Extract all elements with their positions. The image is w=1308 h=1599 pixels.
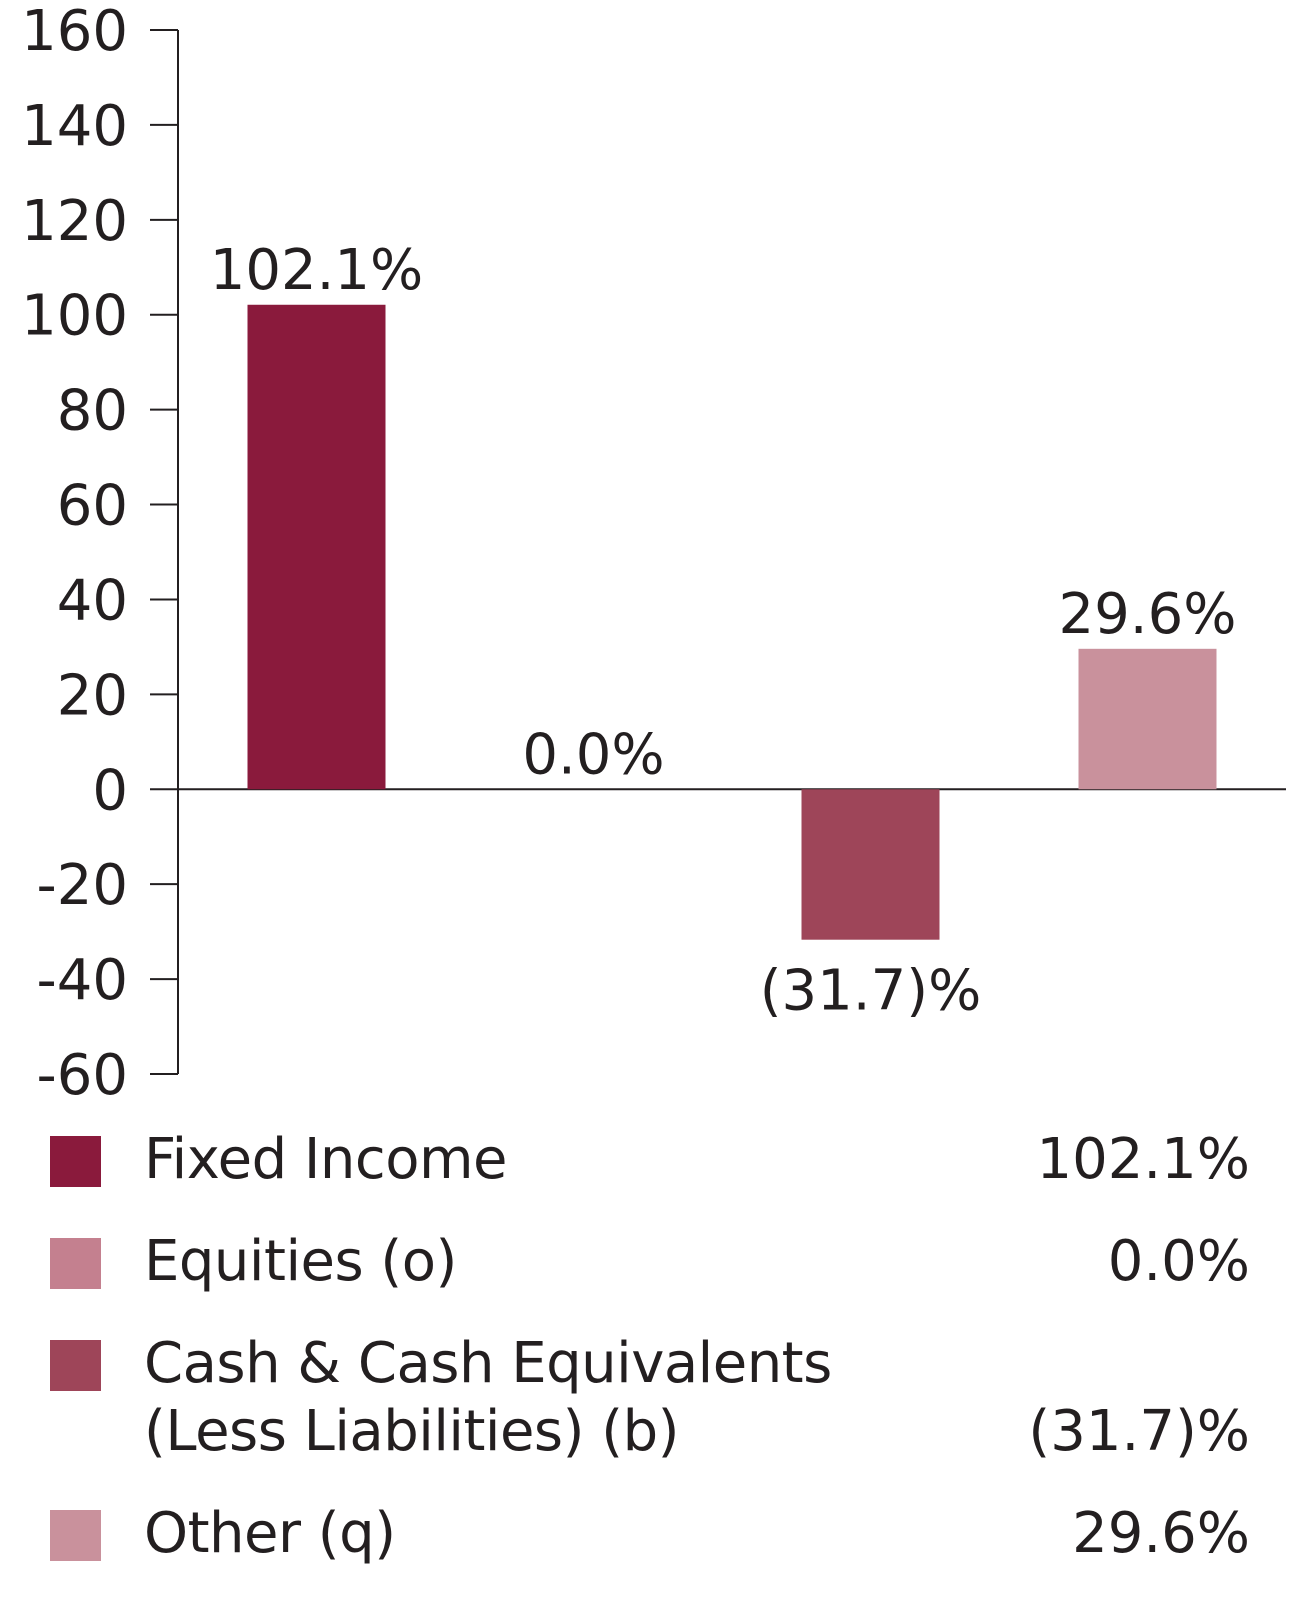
bar-chart: 160 140 120 100 80 60 40 20 0 -20 -40 -60 102.1% 0.0… (21, 0, 1286, 1108)
legend-value: (31.7)% (1028, 1399, 1250, 1464)
y-tick-label: 60 (57, 474, 128, 539)
y-axis: 160 140 120 100 80 60 40 20 0 -20 -40 -60 (21, 0, 1286, 1108)
bar-data-label: 102.1% (210, 238, 424, 303)
legend-label: Fixed Income (144, 1126, 507, 1194)
bar (1078, 648, 1217, 790)
bar-data-label: 29.6% (1059, 582, 1237, 647)
y-tick-label: 20 (57, 663, 128, 728)
legend-label-line: Cash & Cash Equivalents (144, 1331, 832, 1396)
legend-label-line: Other (q) (144, 1501, 396, 1566)
bar-data-label: 0.0% (522, 722, 664, 787)
legend-swatch (50, 1136, 101, 1187)
legend-label-line: (Less Liabilities) (b) (144, 1399, 679, 1464)
legend-swatch (50, 1510, 101, 1561)
y-tick-label: -40 (37, 948, 128, 1013)
bar (247, 304, 386, 790)
y-tick-label: 160 (21, 0, 128, 64)
bars (247, 304, 1217, 940)
legend-value: 102.1% (1036, 1127, 1250, 1192)
y-tick-label: 140 (21, 94, 128, 159)
legend-label: Equities (o) (144, 1228, 457, 1296)
data-labels: 102.1% 0.0% (31.7)% 29.6% (210, 238, 1237, 1024)
legend-label-line: Equities (o) (144, 1229, 457, 1294)
legend-swatch (50, 1238, 101, 1289)
y-tick-label: -20 (37, 853, 128, 918)
y-tick-label: 40 (57, 568, 128, 633)
y-tick-label: 80 (57, 379, 128, 444)
y-tick-label: 100 (21, 284, 128, 349)
legend-label: Cash & Cash Equivalents (Less Liabilitie… (144, 1330, 832, 1466)
y-tick-label: 0 (92, 758, 128, 823)
y-tick-label: -60 (37, 1043, 128, 1108)
bar-data-label: (31.7)% (760, 959, 982, 1024)
legend-label: Other (q) (144, 1500, 396, 1568)
legend-value: 0.0% (1107, 1229, 1250, 1294)
legend-label-line: Fixed Income (144, 1127, 507, 1192)
legend-value: 29.6% (1072, 1501, 1250, 1566)
y-tick-label: 120 (21, 189, 128, 254)
bar (801, 789, 940, 940)
legend-swatch (50, 1340, 101, 1391)
